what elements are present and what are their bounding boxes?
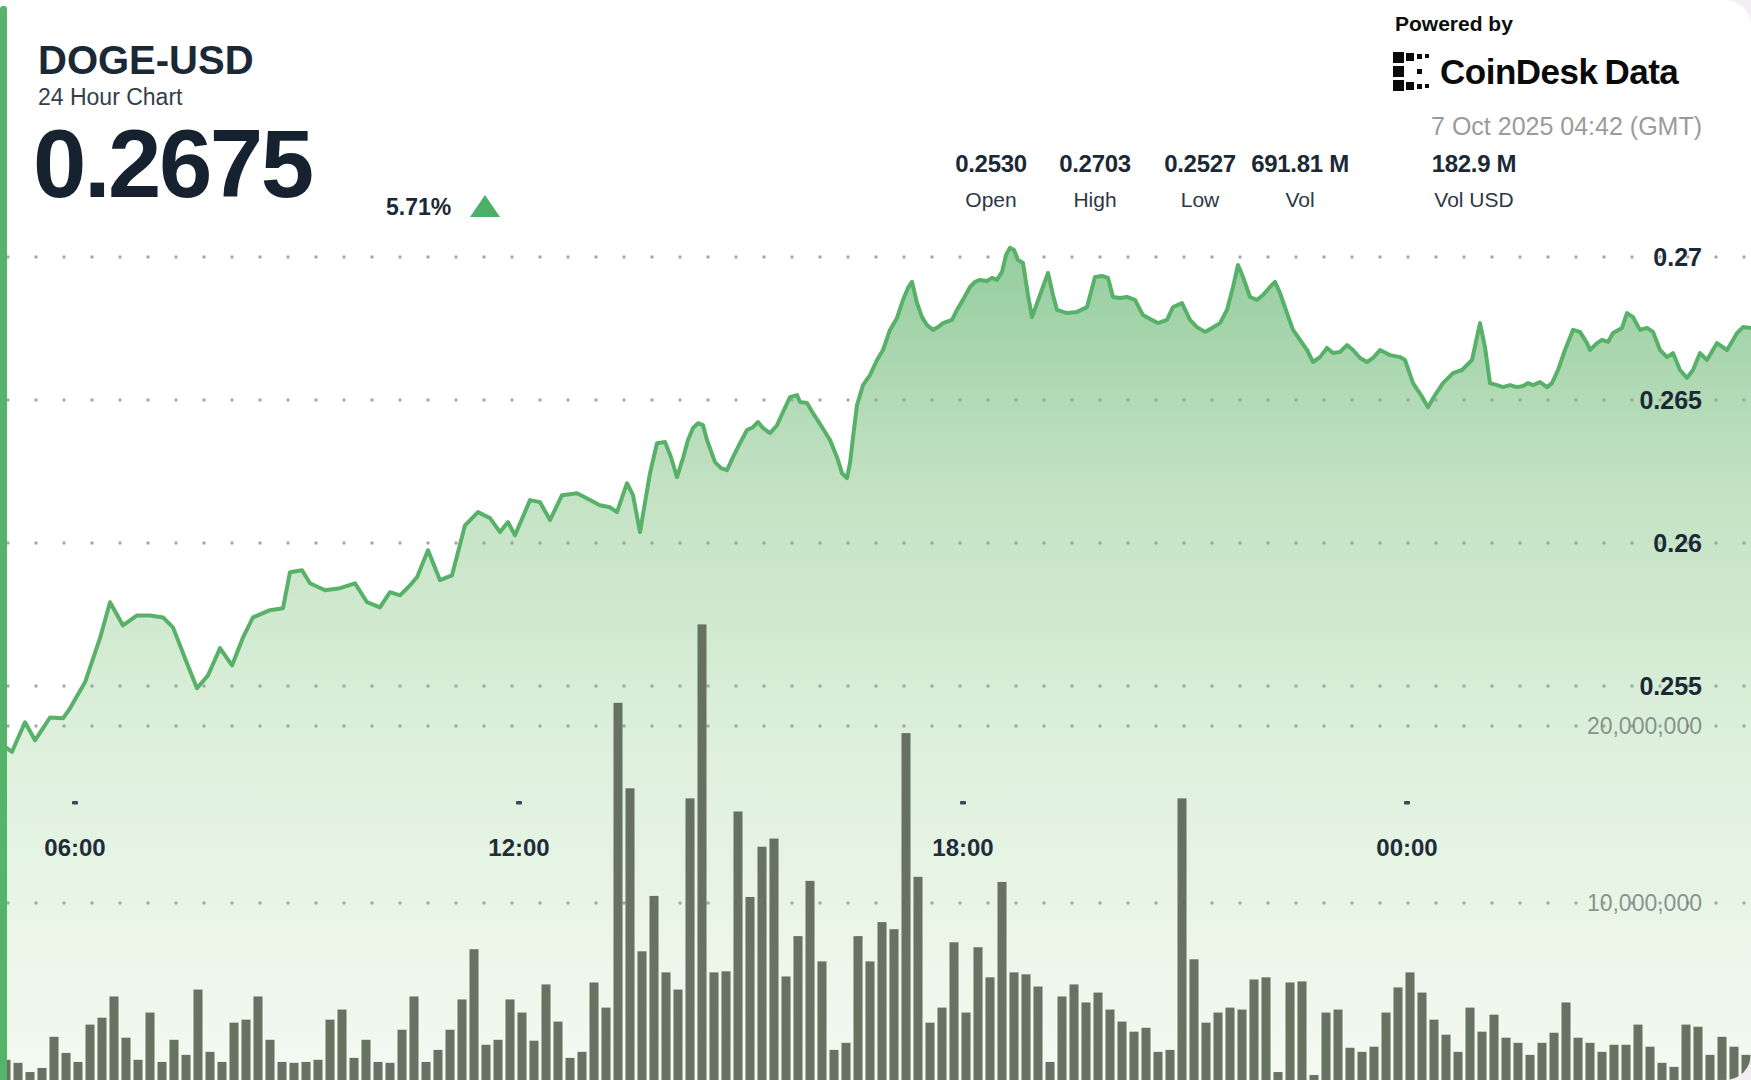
stat-label: Vol USD <box>1432 188 1517 212</box>
coindesk-logo-icon <box>1393 52 1431 92</box>
volume-axis-label: 20,000,000 <box>1587 713 1702 739</box>
stat-value: 0.2703 <box>1059 150 1131 178</box>
stat-vol: 691.81 M Vol <box>1251 150 1349 212</box>
stat-value: 0.2530 <box>955 150 1027 178</box>
stat-high: 0.2703 High <box>1059 150 1131 212</box>
coindesk-data-logo: CoinDeskData <box>1393 52 1678 92</box>
price-axis-label: 0.255 <box>1639 672 1702 700</box>
time-axis-label: 12:00 <box>488 834 549 862</box>
price-axis-label: 0.26 <box>1653 529 1702 557</box>
time-axis-label: 00:00 <box>1376 834 1437 862</box>
stat-label: High <box>1059 188 1131 212</box>
stat-value: 0.2527 <box>1164 150 1236 178</box>
stat-vol-usd: 182.9 M Vol USD <box>1432 150 1517 212</box>
stat-value: 691.81 M <box>1251 150 1349 178</box>
stat-label: Low <box>1164 188 1236 212</box>
left-accent-strip <box>0 6 7 1080</box>
chart-period-subtitle: 24 Hour Chart <box>38 84 182 111</box>
price-axis-label: 0.27 <box>1653 243 1702 271</box>
stat-label: Vol <box>1251 188 1349 212</box>
stat-value: 182.9 M <box>1432 150 1517 178</box>
time-axis-label: 18:00 <box>932 834 993 862</box>
time-axis-label: 06:00 <box>44 834 105 862</box>
change-percent: 5.71% <box>386 194 451 221</box>
stat-low: 0.2527 Low <box>1164 150 1236 212</box>
price-axis-label: 0.265 <box>1639 386 1702 414</box>
up-triangle-icon <box>470 195 500 217</box>
chart-widget-card: DOGE-USD 24 Hour Chart 0.2675 5.71% Powe… <box>0 0 1751 1080</box>
symbol-title: DOGE-USD <box>38 38 254 83</box>
timestamp: 7 Oct 2025 04:42 (GMT) <box>1431 112 1702 141</box>
powered-by-label: Powered by <box>1395 12 1513 36</box>
brand-name: CoinDeskData <box>1440 52 1678 92</box>
stat-label: Open <box>955 188 1027 212</box>
current-price: 0.2675 <box>33 116 312 212</box>
stat-open: 0.2530 Open <box>955 150 1027 212</box>
volume-axis-label: 10,000,000 <box>1587 890 1702 916</box>
